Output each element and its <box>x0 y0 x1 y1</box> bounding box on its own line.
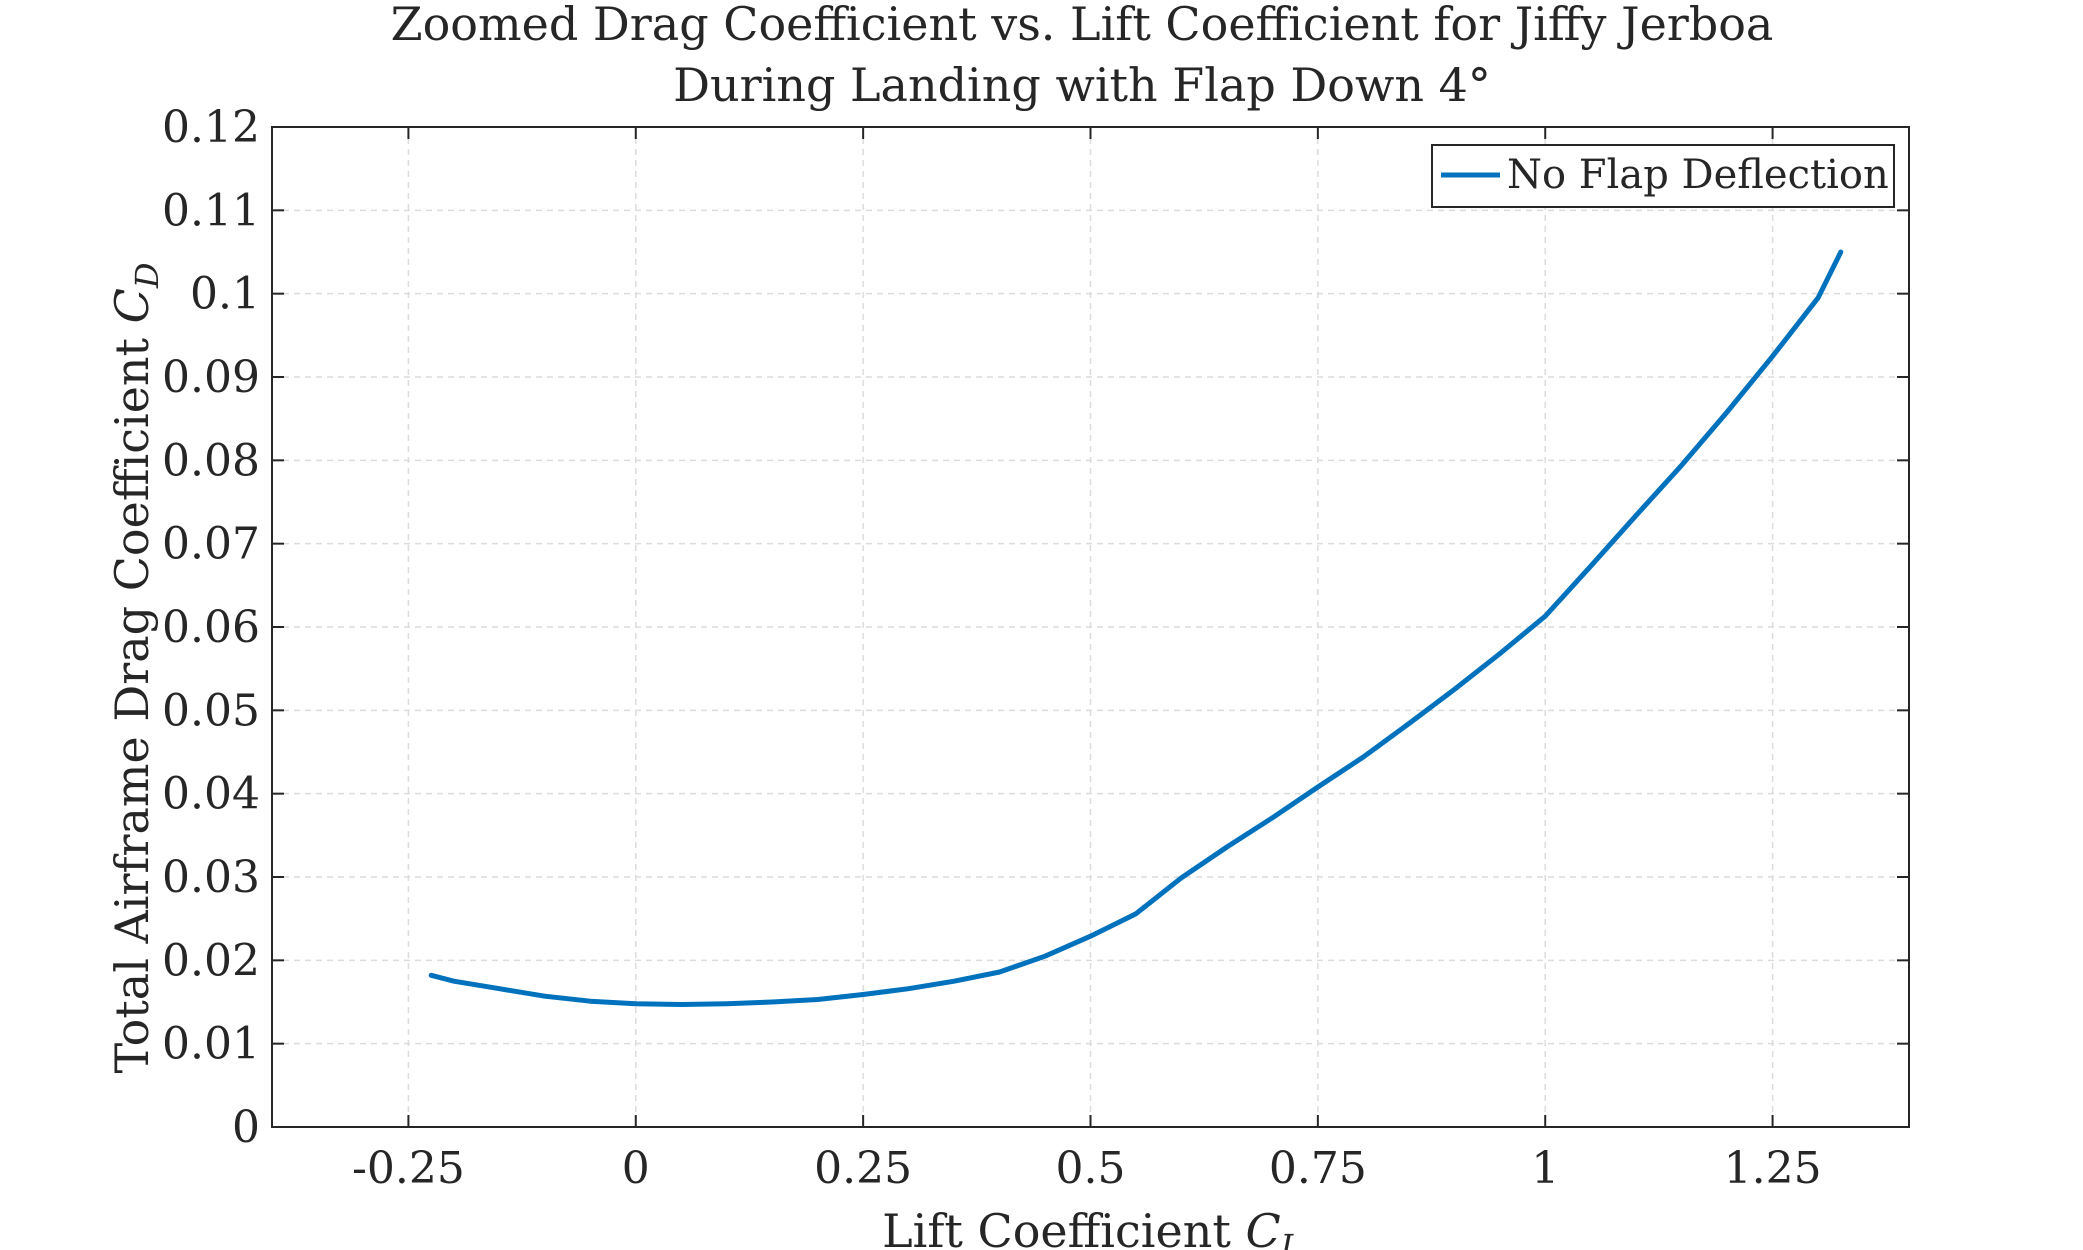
chart-title-line-2: During Landing with Flap Down 4° <box>673 58 1491 112</box>
x-axis-label: Lift Coefficient CL <box>882 1204 1302 1250</box>
x-tick-label: 1 <box>1531 1143 1559 1194</box>
y-tick-label: 0.06 <box>162 602 260 653</box>
series-layer <box>428 249 1844 1007</box>
legend: No Flap Deflection <box>1431 144 1895 208</box>
x-tick-label: 1.25 <box>1724 1143 1822 1194</box>
y-tick-label: 0.09 <box>162 352 260 403</box>
y-tick-label: 0.01 <box>162 1019 260 1070</box>
y-tick-label: 0.03 <box>162 852 260 903</box>
chart-title-line-1: Zoomed Drag Coefficient vs. Lift Coeffic… <box>391 0 1774 51</box>
x-tick-label: -0.25 <box>352 1143 465 1194</box>
y-tick-label: 0.1 <box>190 269 260 320</box>
axis-ticks: -0.25 0 0.25 0.5 0.75 1 1.25 0 0.01 0.02 0.03 0.04 0… <box>162 102 1909 1194</box>
y-tick-label: 0 <box>232 1102 260 1153</box>
x-tick-label: 0.75 <box>1269 1143 1367 1194</box>
legend-label-no-flap-deflection: No Flap Deflection <box>1507 152 1889 198</box>
y-tick-label: 0.08 <box>162 435 260 486</box>
x-tick-label: 0.25 <box>814 1143 912 1194</box>
grid <box>272 127 1909 1127</box>
y-tick-label: 0.11 <box>162 185 260 236</box>
y-tick-label: 0.05 <box>162 685 260 736</box>
x-tick-label: 0 <box>622 1143 650 1194</box>
y-axis-label: Total Airframe Drag Coefficient CD <box>105 262 166 1073</box>
y-tick-label: 0.04 <box>162 769 260 820</box>
y-tick-label: 0.12 <box>162 102 260 153</box>
x-tick-label: 0.5 <box>1056 1143 1126 1194</box>
legend-box <box>1431 144 1895 208</box>
series-line-no-flap-deflection <box>428 249 1844 1007</box>
y-tick-label: 0.02 <box>162 935 260 986</box>
y-tick-label: 0.07 <box>162 519 260 570</box>
